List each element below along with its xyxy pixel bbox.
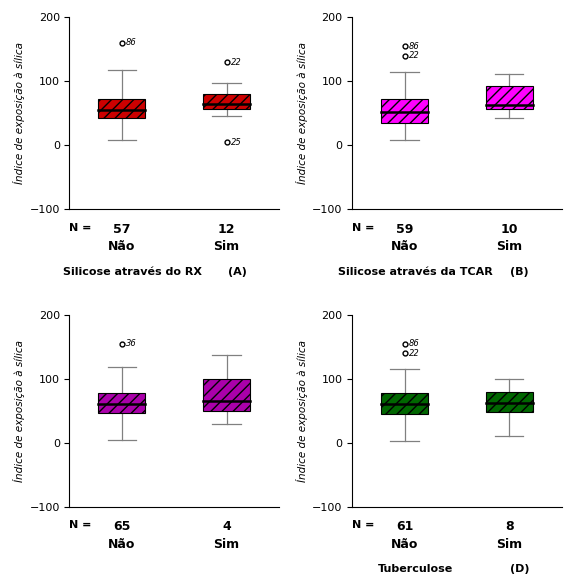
- Bar: [203, 94, 250, 109]
- Text: Não: Não: [391, 240, 418, 253]
- Text: N =: N =: [352, 223, 375, 233]
- Y-axis label: Índice de exposição à sílica: Índice de exposição à sílica: [13, 340, 25, 482]
- Bar: [203, 379, 250, 411]
- Bar: [381, 393, 428, 414]
- Text: 36: 36: [126, 339, 137, 348]
- Text: 8: 8: [505, 520, 514, 533]
- Text: 25: 25: [231, 138, 241, 146]
- Text: 65: 65: [113, 520, 130, 533]
- Text: N =: N =: [352, 520, 375, 530]
- Text: Sim: Sim: [496, 240, 522, 253]
- Text: 86: 86: [409, 339, 420, 348]
- Text: Não: Não: [108, 537, 135, 551]
- Text: N =: N =: [69, 520, 92, 530]
- Bar: [381, 99, 428, 123]
- Text: 4: 4: [222, 520, 231, 533]
- Bar: [486, 392, 533, 412]
- Text: (D): (D): [510, 564, 529, 574]
- Text: Sim: Sim: [214, 240, 240, 253]
- Text: 10: 10: [500, 223, 518, 236]
- Text: 22: 22: [409, 51, 420, 60]
- Text: Não: Não: [108, 240, 135, 253]
- Text: N =: N =: [69, 223, 92, 233]
- Text: 59: 59: [396, 223, 413, 236]
- Text: (A): (A): [228, 267, 247, 277]
- Text: Tuberculose: Tuberculose: [378, 564, 453, 574]
- Text: 22: 22: [409, 349, 420, 358]
- Y-axis label: Índice de exposição à sílica: Índice de exposição à sílica: [13, 42, 25, 184]
- Text: 12: 12: [218, 223, 235, 236]
- Text: Não: Não: [391, 537, 418, 551]
- Text: Silicose através do RX: Silicose através do RX: [63, 267, 202, 277]
- Y-axis label: Índice de exposição à sílica: Índice de exposição à sílica: [296, 340, 308, 482]
- Text: 22: 22: [231, 58, 241, 67]
- Text: Silicose através da TCAR: Silicose através da TCAR: [338, 267, 492, 277]
- Text: Sim: Sim: [496, 537, 522, 551]
- Text: 57: 57: [113, 223, 131, 236]
- Text: 61: 61: [396, 520, 413, 533]
- Bar: [486, 86, 533, 109]
- Text: 86: 86: [126, 39, 137, 47]
- Text: (B): (B): [511, 267, 529, 277]
- Y-axis label: Índice de exposição à sílica: Índice de exposição à sílica: [296, 42, 308, 184]
- Bar: [98, 393, 145, 413]
- Bar: [98, 99, 145, 119]
- Text: Sim: Sim: [214, 537, 240, 551]
- Text: 86: 86: [409, 41, 420, 51]
